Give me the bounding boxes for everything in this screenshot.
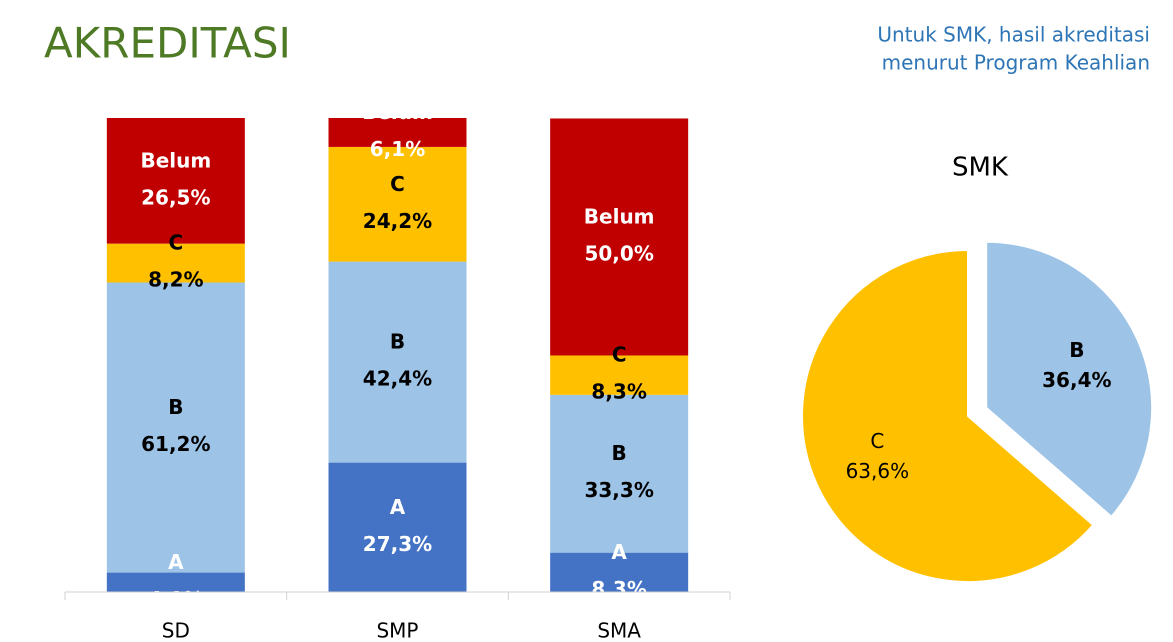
- bar-segment: [550, 394, 689, 553]
- segment-name: C: [390, 172, 405, 196]
- segment-name: B: [168, 395, 183, 419]
- data-label: 61,2%: [141, 432, 210, 456]
- data-label: 24,2%: [363, 209, 432, 233]
- slice-name: C: [870, 429, 884, 453]
- bar-segment: [328, 146, 467, 262]
- slice-name: B: [1069, 338, 1084, 362]
- segment-name: A: [611, 540, 627, 564]
- bar-segment: [550, 552, 689, 592]
- bar-segment: [550, 118, 689, 356]
- x-tick-label: SMP: [376, 619, 418, 642]
- segment-name: B: [390, 330, 405, 354]
- segment-name: A: [168, 550, 184, 574]
- bar-segment: [106, 118, 245, 244]
- segment-name: B: [612, 441, 627, 465]
- slice-label: 63,6%: [846, 459, 910, 483]
- data-label: 26,5%: [141, 185, 210, 209]
- data-label: 33,3%: [584, 478, 653, 502]
- data-label: 4,1%: [148, 587, 203, 611]
- x-tick-label: SD: [162, 619, 190, 642]
- x-tick-label: SMA: [597, 619, 641, 642]
- note-line: Untuk SMK, hasil akreditasi: [877, 23, 1150, 47]
- data-label: 8,3%: [591, 380, 646, 404]
- data-label: 8,2%: [148, 268, 203, 292]
- pie-slice: [801, 248, 1095, 583]
- bar-segment: [550, 355, 689, 395]
- pie-title: SMK: [952, 153, 1009, 183]
- data-label: 6,1%: [370, 137, 425, 161]
- data-label: 50,0%: [584, 241, 653, 265]
- bar-segment: [328, 118, 467, 147]
- segment-name: Belum: [140, 148, 211, 172]
- bar-segment: [328, 462, 467, 592]
- segment-name: C: [168, 231, 183, 255]
- segment-name: Belum: [584, 204, 655, 228]
- bar-segment: [106, 282, 245, 573]
- bar-segment: [106, 243, 245, 283]
- slice-label: 36,4%: [1042, 368, 1111, 392]
- bar-segment: [106, 572, 245, 592]
- bar-segment: [328, 261, 467, 463]
- segment-name: Belum: [362, 100, 433, 124]
- segment-name: A: [390, 495, 406, 519]
- note-line: menurut Program Keahlian: [882, 51, 1150, 75]
- data-label: 27,3%: [363, 532, 432, 556]
- data-label: 42,4%: [363, 367, 432, 391]
- data-label: 8,3%: [591, 577, 646, 601]
- slide-title: AKREDITASI: [44, 19, 291, 68]
- pie-slice: [985, 240, 1154, 519]
- segment-name: C: [612, 343, 627, 367]
